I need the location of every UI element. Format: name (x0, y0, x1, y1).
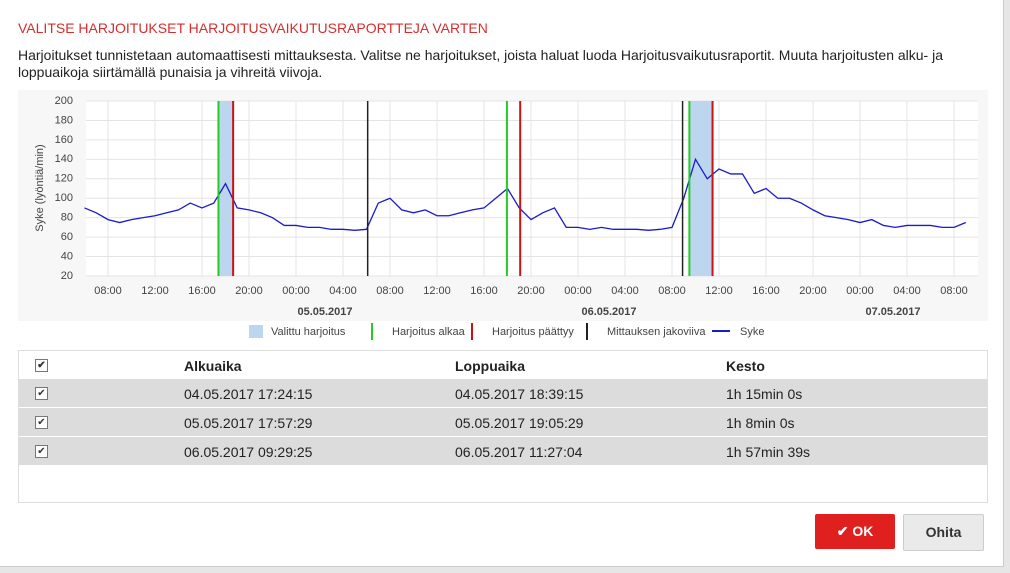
cell: 1h 57min 39s (726, 444, 811, 460)
checkbox[interactable]: ✔ (35, 387, 48, 400)
cell: 06.05.2017 09:29:25 (184, 444, 313, 460)
legend-label: Harjoitus alkaa (392, 326, 466, 338)
table-row: ✔ 05.05.2017 17:57:29 05.05.2017 19:05:29 1… (19, 408, 987, 436)
table: ✔ Alkuaika Loppuaika Kesto ✔ 04.05.2017 17:24… (18, 350, 988, 503)
x-tick-label: 08:00 (940, 285, 968, 297)
checkbox[interactable]: ✔ (35, 445, 48, 458)
y-tick-label: 180 (55, 114, 73, 126)
date-label: 06.05.2017 (581, 306, 636, 318)
cell: 04.05.2017 17:24:15 (184, 386, 313, 402)
x-tick-label: 00:00 (564, 285, 592, 297)
legend-swatch (249, 325, 263, 338)
column-header: Loppuaika (455, 358, 526, 374)
y-axis-label: Syke (lyöntiä/min) (34, 144, 46, 231)
chart: Syke (lyöntiä/min) 20 40 60 80 100 120 140 160 1… (33, 94, 978, 340)
x-tick-label: 16:00 (188, 285, 216, 297)
ok-label: OK (852, 523, 874, 539)
checkbox[interactable]: ✔ (35, 359, 48, 372)
x-tick-label: 08:00 (94, 285, 122, 297)
y-tick-label: 60 (61, 231, 73, 243)
x-tick-label: 20:00 (799, 285, 827, 297)
x-tick-label: 12:00 (705, 285, 733, 297)
selected-workout (218, 101, 234, 276)
cell: 04.05.2017 18:39:15 (455, 386, 584, 402)
x-tick-label: 04:00 (329, 285, 357, 297)
y-tick-label: 200 (55, 95, 73, 107)
check-icon: ✔ (836, 523, 853, 539)
column-header: Alkuaika (184, 358, 242, 374)
date-label: 07.05.2017 (865, 306, 920, 318)
y-tick-label: 120 (55, 173, 73, 185)
x-tick-label: 08:00 (376, 285, 404, 297)
x-tick-label: 20:00 (235, 285, 263, 297)
x-tick-label: 16:00 (470, 285, 498, 297)
x-tick-label: 12:00 (141, 285, 169, 297)
legend-label: Syke (740, 326, 764, 338)
x-tick-label: 04:00 (611, 285, 639, 297)
y-tick-label: 80 (61, 212, 73, 224)
legend-label: Mittauksen jakoviiva (607, 326, 706, 338)
x-tick-label: 12:00 (423, 285, 451, 297)
date-label: 05.05.2017 (297, 306, 352, 318)
header-row: ✔ Alkuaika Loppuaika Kesto (19, 351, 987, 379)
y-tick-label: 100 (55, 192, 73, 204)
cancel-label: Ohita (925, 524, 962, 540)
table-row: ✔ 06.05.2017 09:29:25 06.05.2017 11:27:04 1… (19, 437, 987, 465)
x-tick-label: 00:00 (846, 285, 874, 297)
checkbox[interactable]: ✔ (35, 416, 48, 429)
legend-label: Valittu harjoitus (271, 326, 346, 338)
y-tick-label: 140 (55, 153, 73, 165)
x-tick-label: 00:00 (282, 285, 310, 297)
heart-rate-line (84, 157, 966, 231)
column-header: Kesto (726, 358, 765, 374)
cell: 1h 15min 0s (726, 386, 803, 402)
description: Harjoitukset tunnistetaan automaattisest… (18, 47, 943, 80)
cell: 06.05.2017 11:27:04 (455, 444, 583, 460)
table-row: ✔ 04.05.2017 17:24:15 04.05.2017 18:39:15 1… (19, 379, 987, 407)
cell: 05.05.2017 17:57:29 (184, 415, 313, 431)
x-tick-label: 16:00 (752, 285, 780, 297)
y-tick-label: 40 (61, 250, 73, 262)
dialog-title: VALITSE HARJOITUKSET HARJOITUSVAIKUTUSRA… (18, 20, 488, 36)
selected-workout (689, 101, 713, 276)
y-tick-label: 160 (55, 134, 73, 146)
cancel-button[interactable]: Ohita (903, 514, 984, 551)
ok-button[interactable]: ✔ OK (815, 514, 895, 549)
x-tick-label: 04:00 (893, 285, 921, 297)
cell: 1h 8min 0s (726, 415, 795, 431)
cell: 05.05.2017 19:05:29 (455, 415, 584, 431)
x-tick-label: 08:00 (658, 285, 686, 297)
plot-area (86, 101, 978, 276)
x-tick-label: 20:00 (517, 285, 545, 297)
legend-label: Harjoitus päättyy (492, 326, 574, 338)
y-tick-label: 20 (61, 270, 73, 282)
